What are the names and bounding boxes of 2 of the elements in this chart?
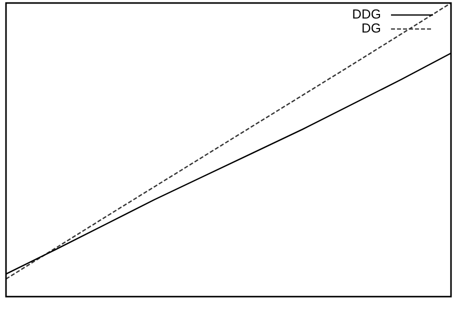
legend-label: DG [362, 20, 381, 36]
legend-label: DDG [352, 6, 381, 22]
